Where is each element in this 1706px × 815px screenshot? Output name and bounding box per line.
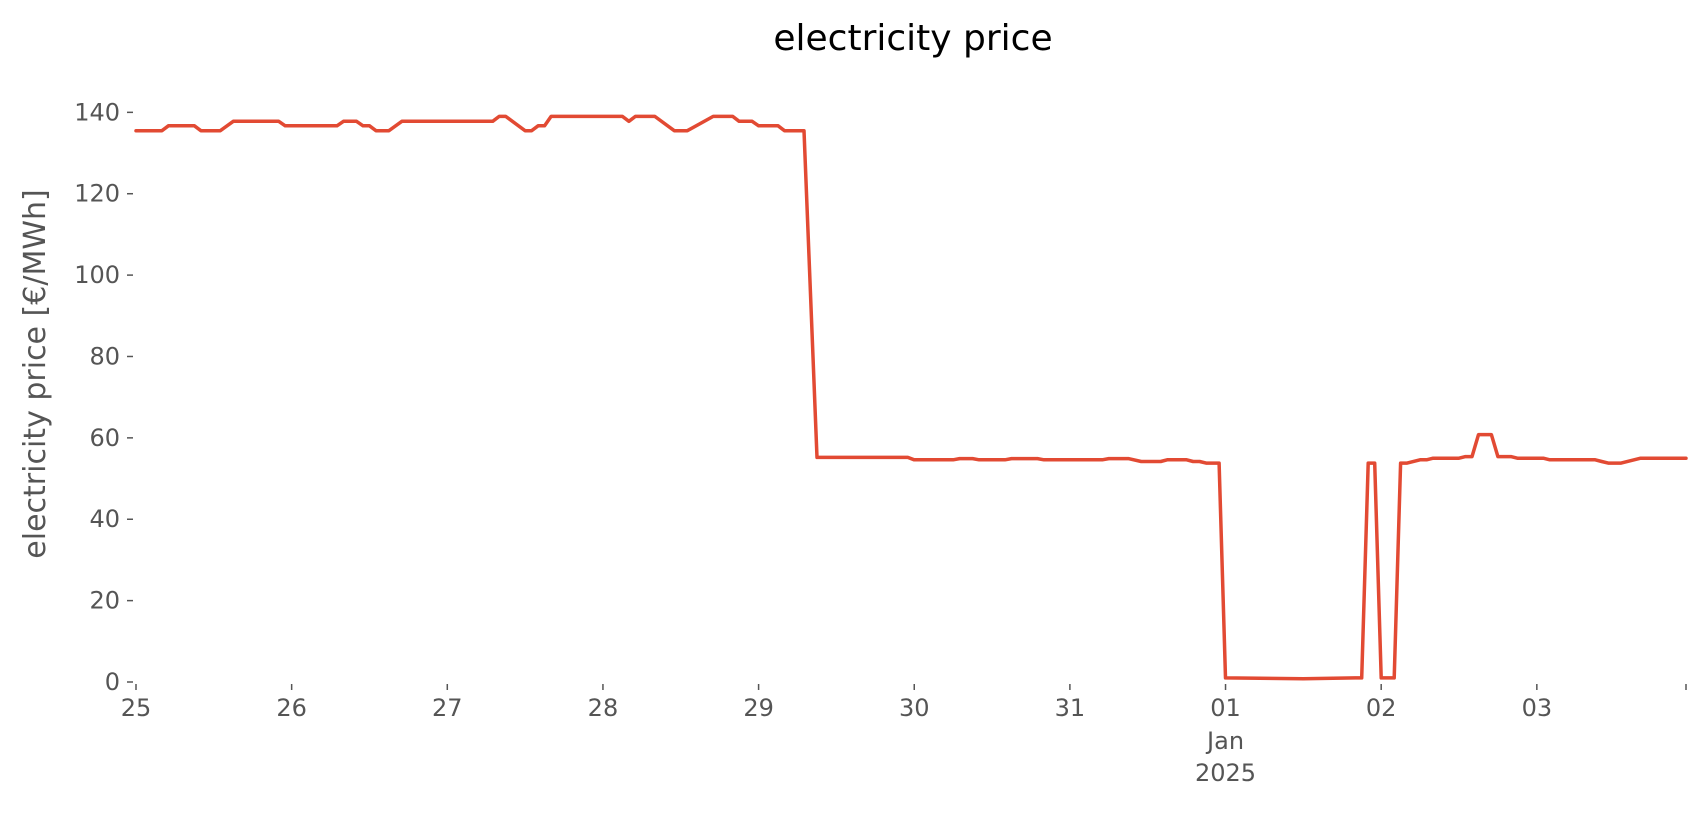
y-axis: 0 20 40 60 80 100 120 140 xyxy=(74,98,133,696)
y-tick-label: 100 xyxy=(74,261,120,289)
x-tick-label: 25 xyxy=(121,694,152,722)
x-tick-label: 03 xyxy=(1522,694,1553,722)
y-tick-label: 120 xyxy=(74,180,120,208)
y-axis-label: electricity price [€/MWh] xyxy=(18,189,53,558)
x-tick-label: 28 xyxy=(588,694,619,722)
x-tick-label: 26 xyxy=(276,694,307,722)
chart-title: electricity price xyxy=(773,18,1052,59)
y-tick-label: 0 xyxy=(105,668,120,696)
x-axis: 25 26 27 28 29 30 31 01 Jan 2025 02 03 xyxy=(121,684,1687,787)
y-tick-label: 40 xyxy=(89,505,120,533)
x-tick-sublabel: 2025 xyxy=(1195,759,1256,787)
x-tick-label: 30 xyxy=(899,694,930,722)
y-tick-label: 80 xyxy=(89,342,120,370)
y-tick-label: 20 xyxy=(89,587,120,615)
x-tick-label: 31 xyxy=(1055,694,1086,722)
x-tick-label: 27 xyxy=(432,694,463,722)
plot-area xyxy=(134,114,1688,681)
series-line xyxy=(134,114,1688,681)
y-tick-label: 140 xyxy=(74,98,120,126)
x-tick-label: 02 xyxy=(1366,694,1397,722)
x-tick-label: 01 xyxy=(1210,694,1241,722)
x-tick-sublabel: Jan xyxy=(1205,727,1244,755)
x-tick-label: 29 xyxy=(743,694,774,722)
y-tick-label: 60 xyxy=(89,424,120,452)
